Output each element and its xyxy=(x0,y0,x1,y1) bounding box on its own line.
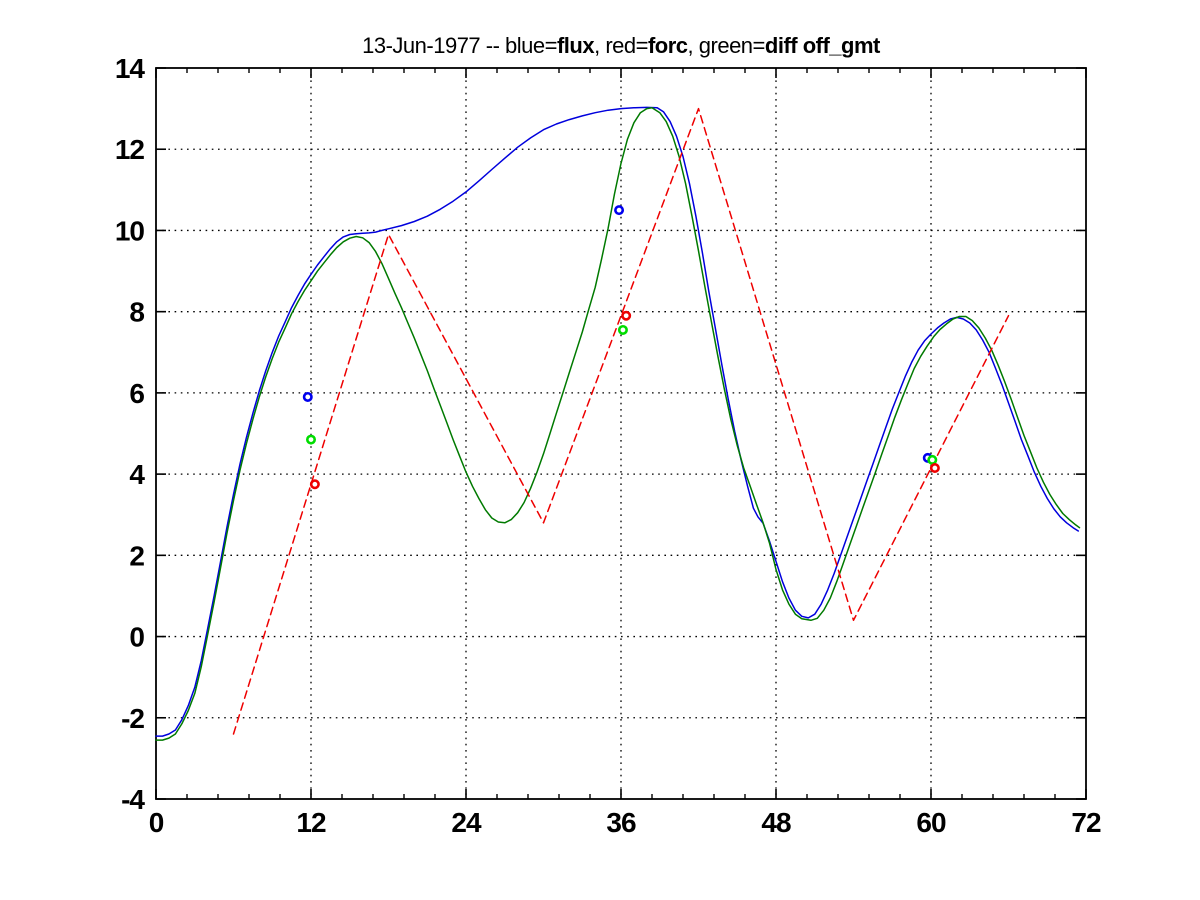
marker-flux-obs xyxy=(614,205,625,216)
y-tick-label: 2 xyxy=(129,540,144,571)
y-tick-label: 12 xyxy=(115,134,145,165)
y-tick-label: -2 xyxy=(121,703,144,734)
y-tick-label: 14 xyxy=(115,53,146,84)
title-segment: diff off_gmt xyxy=(765,33,881,58)
marker-diff-obs xyxy=(617,324,628,335)
x-tick-label: 60 xyxy=(916,807,946,838)
marker-diff-obs xyxy=(305,434,316,445)
x-tick-label: 12 xyxy=(296,807,326,838)
marker-forc-obs xyxy=(621,310,632,321)
curve-layer xyxy=(155,106,1081,741)
marker-forc-obs xyxy=(309,479,320,490)
plot-title: 13-Jun-1977 -- blue=flux, red=forc, gree… xyxy=(362,33,881,58)
title-segment: 13-Jun-1977 -- blue= xyxy=(362,33,557,58)
marker-flux-obs xyxy=(302,391,313,402)
x-tick-label: 72 xyxy=(1071,807,1101,838)
y-tick-label: 6 xyxy=(129,378,144,409)
y-tick-label: -4 xyxy=(121,784,145,815)
title-segment: flux xyxy=(557,33,595,58)
marker-layer xyxy=(302,205,940,490)
x-tick-label: 24 xyxy=(451,807,482,838)
title-segment: forc xyxy=(648,33,688,58)
x-tick-label: 48 xyxy=(761,807,791,838)
curve-diff xyxy=(155,107,1081,741)
grid-layer xyxy=(156,68,1086,799)
x-tick-label: 36 xyxy=(606,807,636,838)
marker-diff-obs xyxy=(927,454,938,465)
curve-forc xyxy=(232,107,1010,735)
title-segment: , red= xyxy=(594,33,648,58)
axis-layer xyxy=(155,67,1087,800)
y-tick-label: 4 xyxy=(129,459,145,490)
axis-box xyxy=(155,67,1087,800)
title-segment: , green= xyxy=(688,33,765,58)
curve-flux xyxy=(155,106,1080,737)
marker-forc-obs xyxy=(929,463,940,474)
y-tick-label: 0 xyxy=(129,622,144,653)
x-tick-label: 0 xyxy=(149,807,164,838)
y-tick-label: 8 xyxy=(129,297,144,328)
y-tick-label: 10 xyxy=(115,215,145,246)
